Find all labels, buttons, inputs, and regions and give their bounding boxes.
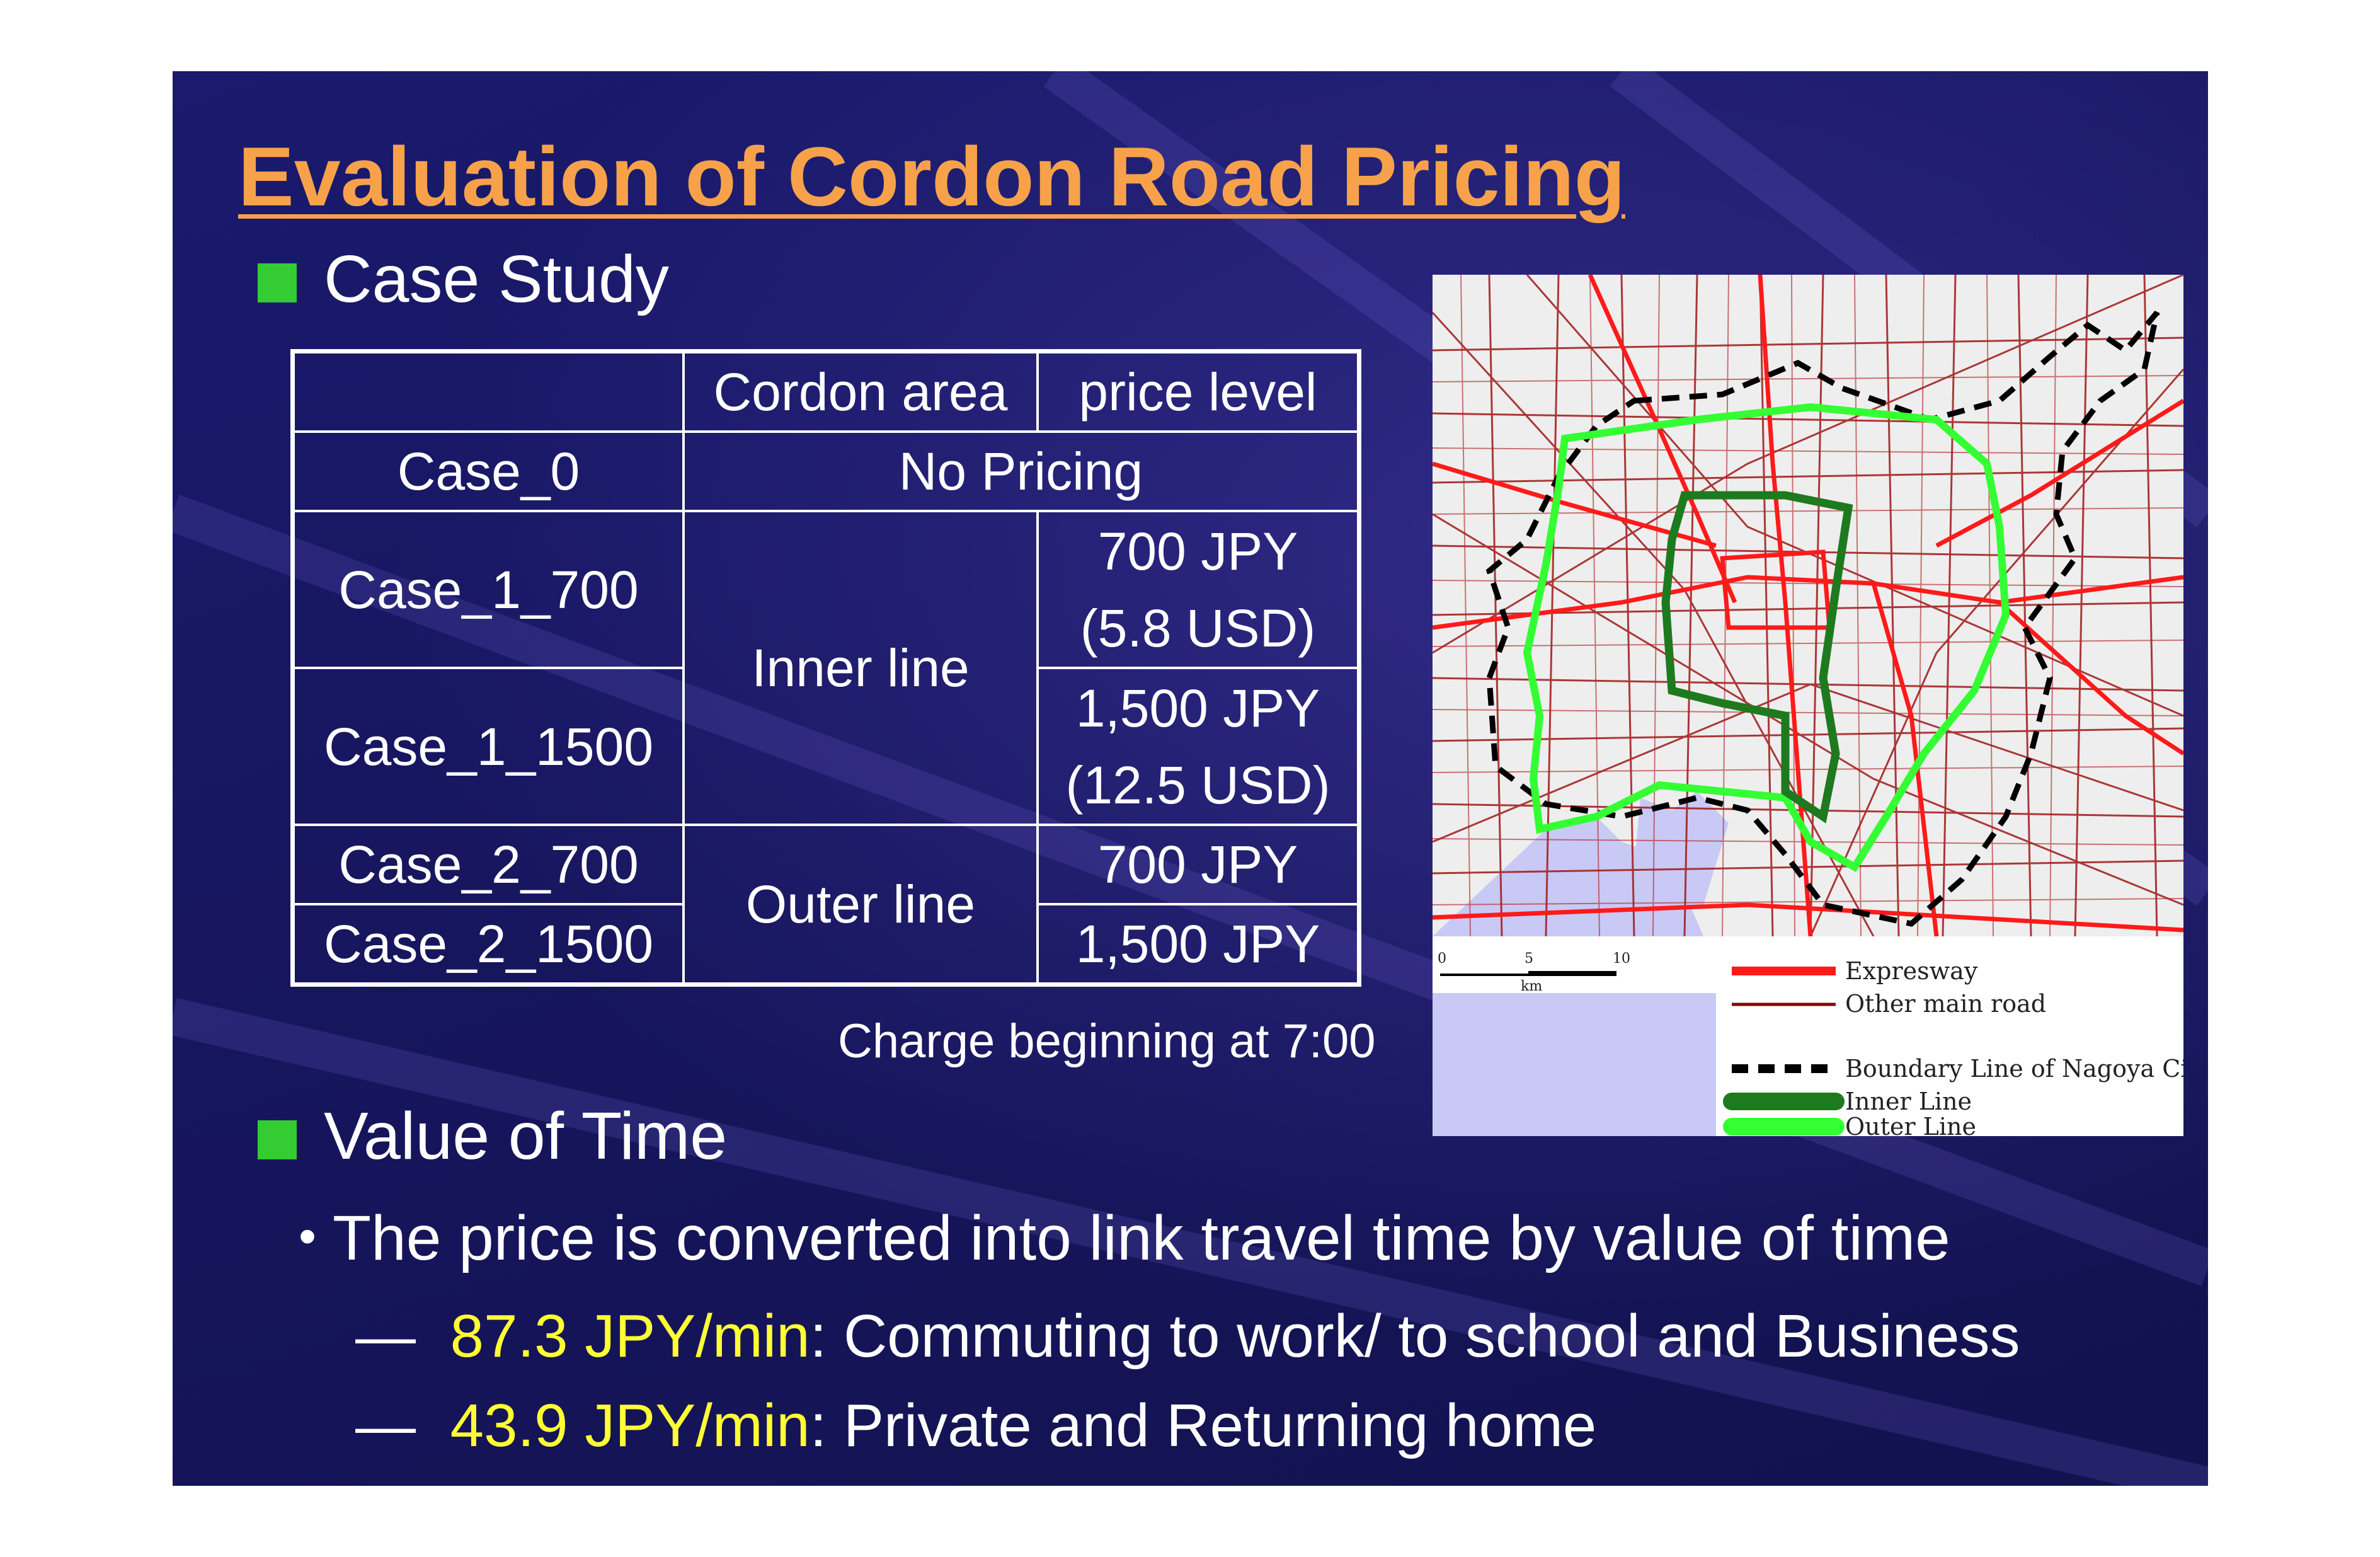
table-header-cell: price level xyxy=(1036,350,1361,433)
map-graphic: 0 5 10 km Expresway Other main road Boun… xyxy=(1433,275,2183,1136)
price-usd: (5.8 USD) xyxy=(1080,598,1316,658)
table-row: Case_2_1500 1,500 JPY xyxy=(291,903,1361,986)
price-cell: 700 JPY (5.8 USD) xyxy=(1036,510,1361,669)
cordon-area-cell: Inner line xyxy=(682,510,1039,826)
value-of-time-heading: Value of Time xyxy=(324,1099,728,1173)
case-cell: Case_1_1500 xyxy=(291,667,685,826)
table-header-cell xyxy=(291,350,685,433)
case-study-heading: Case Study xyxy=(324,242,669,316)
charge-note: Charge beginning at 7:00 xyxy=(838,1014,1376,1068)
dash-bullet: — xyxy=(355,1302,416,1370)
cordon-area-cell: Outer line xyxy=(682,824,1039,986)
legend-label: Other main road xyxy=(1845,990,2046,1018)
case-cell: Case_2_700 xyxy=(291,824,685,905)
table-row: Cordon area price level xyxy=(291,350,1361,433)
vot-rate: 43.9 JPY/min xyxy=(450,1392,810,1459)
price-jpy: 1,500 JPY xyxy=(1075,678,1320,738)
dot-bullet-icon: • xyxy=(299,1208,317,1264)
legend-label: Expresway xyxy=(1845,957,1978,985)
case-cell: Case_1_700 xyxy=(291,510,685,669)
table-row: Case_2_700 Outer line 700 JPY xyxy=(291,824,1361,986)
scale-unit-label: km xyxy=(1521,979,1542,994)
legend-label: Boundary Line of Nagoya City xyxy=(1845,1055,2183,1083)
vot-description: : Private and Returning home xyxy=(810,1392,1597,1459)
table-row: Case_1_1500 1,500 JPY (12.5 USD) xyxy=(291,667,1361,826)
square-bullet-icon xyxy=(258,263,297,302)
dash-bullet: — xyxy=(355,1392,416,1459)
map-legend: Expresway Other main road Boundary Line … xyxy=(1723,957,2183,1136)
price-jpy: 700 JPY xyxy=(1097,521,1298,581)
scale-tick-label: 0 xyxy=(1438,951,1446,967)
price-usd: (12.5 USD) xyxy=(1065,755,1330,815)
scale-tick-label: 10 xyxy=(1613,951,1630,967)
case-table: Cordon area price level Case_0 No Pricin… xyxy=(290,349,1361,987)
no-pricing-cell: No Pricing xyxy=(682,430,1361,512)
vot-item: — 43.9 JPY/min: Private and Returning ho… xyxy=(355,1391,1596,1461)
case-cell: Case_2_1500 xyxy=(291,903,685,986)
vot-item: — 87.3 JPY/min: Commuting to work/ to sc… xyxy=(355,1302,2020,1371)
scale-tick-label: 5 xyxy=(1525,951,1533,967)
table-row: Case_1_700 Inner line 700 JPY (5.8 USD) xyxy=(291,510,1361,826)
table-header-cell: Cordon area xyxy=(682,350,1039,433)
legend-label: Outer Line xyxy=(1845,1113,1976,1136)
slide-title: Evaluation of Cordon Road Pricing xyxy=(238,130,1625,224)
vot-rate: 87.3 JPY/min xyxy=(450,1302,810,1370)
table-row: Case_0 No Pricing xyxy=(291,430,1361,512)
map-scale: 0 5 10 km xyxy=(1438,951,1630,994)
case-cell: Case_0 xyxy=(291,430,685,512)
price-cell: 1,500 JPY xyxy=(1036,903,1361,986)
vot-description: : Commuting to work/ to school and Busin… xyxy=(810,1302,2020,1370)
nagoya-road-map: 0 5 10 km Expresway Other main road Boun… xyxy=(1433,275,2183,1136)
square-bullet-icon xyxy=(258,1120,297,1159)
vot-bullet-text: The price is converted into link travel … xyxy=(333,1203,1950,1273)
price-cell: 700 JPY xyxy=(1036,824,1361,905)
price-cell: 1,500 JPY (12.5 USD) xyxy=(1036,667,1361,826)
slide: Evaluation of Cordon Road Pricing Case S… xyxy=(173,71,2208,1486)
legend-label: Inner Line xyxy=(1845,1088,1972,1115)
vot-bullet: • The price is converted into link trave… xyxy=(299,1202,1950,1275)
